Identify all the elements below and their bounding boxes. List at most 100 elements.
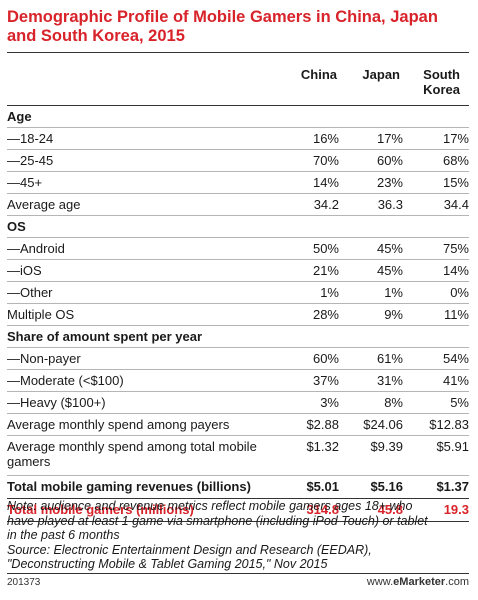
column-header-china: China [300,67,337,82]
row-label: —Heavy ($100+) [7,391,279,414]
column-header-south-korea: South Korea [423,67,460,97]
cell-value: 8% [339,391,403,414]
cell-value: 11% [403,303,469,326]
brand-prefix: www. [366,576,394,588]
cell-value: $5.91 [403,435,469,476]
cell-value: 61% [339,347,403,370]
cell-value: 36.3 [339,193,403,216]
total-row: Total mobile gaming revenues (billions) $… [7,475,469,499]
cell-value: 23% [339,171,403,194]
cell-value: 54% [403,347,469,370]
cell-value: 45% [339,259,403,282]
cell-value: $9.39 [339,435,403,476]
row-label: Average age [7,193,279,216]
row-label: —Android [7,237,279,260]
total-value: 314.8 [279,498,339,522]
footer-divider [7,573,469,574]
cell-value: 45% [339,237,403,260]
section-heading: Share of amount spent per year [7,325,469,348]
table-row: Average monthly spend among payers $2.88 $… [7,413,469,436]
cell-value: 1% [339,281,403,304]
cell-value: 5% [403,391,469,414]
cell-value: 0% [403,281,469,304]
cell-value: 16% [279,127,339,150]
cell-value: 14% [403,259,469,282]
cell-value: 60% [279,347,339,370]
section-heading-row: Age [7,105,469,128]
table-row: —18-24 16% 17% 17% [7,127,469,150]
note-line: have played at least 1 game via smartpho… [7,513,428,528]
cell-value: 9% [339,303,403,326]
cell-value: 34.4 [403,193,469,216]
table-row: —Heavy ($100+) 3% 8% 5% [7,391,469,414]
table-row: —25-45 70% 60% 68% [7,149,469,172]
table-row: —iOS 21% 45% 14% [7,259,469,282]
row-label: Multiple OS [7,303,279,326]
cell-value: 15% [403,171,469,194]
chart-title: Demographic Profile of Mobile Gamers in … [7,8,438,45]
total-value: 45.8 [339,498,403,522]
total-label: Total mobile gamers (millions) [7,498,279,522]
cell-value: $12.83 [403,413,469,436]
section-heading-row: OS [7,215,469,238]
brand-suffix: .com [445,576,469,588]
cell-value: 41% [403,369,469,392]
table-row: —Android 50% 45% 75% [7,237,469,260]
total-value: $5.01 [279,475,339,499]
cell-value: 70% [279,149,339,172]
total-row: Total mobile gamers (millions) 314.8 45.8 1… [7,498,469,522]
row-label: —iOS [7,259,279,282]
cell-value: 34.2 [279,193,339,216]
table-row: —Other 1% 1% 0% [7,281,469,304]
cell-value: 68% [403,149,469,172]
total-label: Total mobile gaming revenues (billions) [7,475,279,499]
cell-value: 3% [279,391,339,414]
table-row: Average monthly spend among total mobile… [7,435,469,476]
row-label: —45+ [7,171,279,194]
total-value: $1.37 [403,475,469,499]
cell-value: $24.06 [339,413,403,436]
data-table: Age —18-24 16% 17% 17% —25-45 70% 60% 68% —45+ 14%… [7,105,469,522]
section-heading: OS [7,215,469,238]
note-line: Note: audience and revenue metrics refle… [7,499,413,513]
table-row: Multiple OS 28% 9% 11% [7,303,469,326]
cell-value: 60% [339,149,403,172]
cell-value: 21% [279,259,339,282]
source-line: "Deconstructing Mobile & Tablet Gaming 2… [7,557,328,571]
cell-value: 75% [403,237,469,260]
cell-value: 28% [279,303,339,326]
cell-value: 1% [279,281,339,304]
table-row: Average age 34.2 36.3 34.4 [7,193,469,216]
table-row: —Non-payer 60% 61% 54% [7,347,469,370]
title-divider [7,52,469,53]
row-label: —Other [7,281,279,304]
row-label: —25-45 [7,149,279,172]
total-value: 19.3 [403,498,469,522]
brand-name: eMarketer [393,576,446,588]
cell-value: 17% [403,127,469,150]
note-line: in the past 6 months [7,528,120,542]
cell-value: 50% [279,237,339,260]
table-row: —Moderate (<$100) 37% 31% 41% [7,369,469,392]
cell-value: 31% [339,369,403,392]
cell-value: 17% [339,127,403,150]
table-row: —45+ 14% 23% 15% [7,171,469,194]
section-heading-row: Share of amount spent per year [7,325,469,348]
row-label: —18-24 [7,127,279,150]
cell-value: $1.32 [279,435,339,476]
row-label: —Moderate (<$100) [7,369,279,392]
cell-value: 14% [279,171,339,194]
row-label: Average monthly spend among total mobile… [7,435,279,476]
source-line: Source: Electronic Entertainment Design … [7,542,372,557]
row-label: —Non-payer [7,347,279,370]
column-header-japan: Japan [362,67,400,82]
cell-value: 37% [279,369,339,392]
chart-id: 201373 [7,577,41,588]
source-note: Note: audience and revenue metrics refle… [7,499,469,572]
brand-logo: www.eMarketer.com [367,576,469,588]
total-value: $5.16 [339,475,403,499]
section-heading: Age [7,105,469,128]
row-label: Average monthly spend among payers [7,413,279,436]
cell-value: $2.88 [279,413,339,436]
